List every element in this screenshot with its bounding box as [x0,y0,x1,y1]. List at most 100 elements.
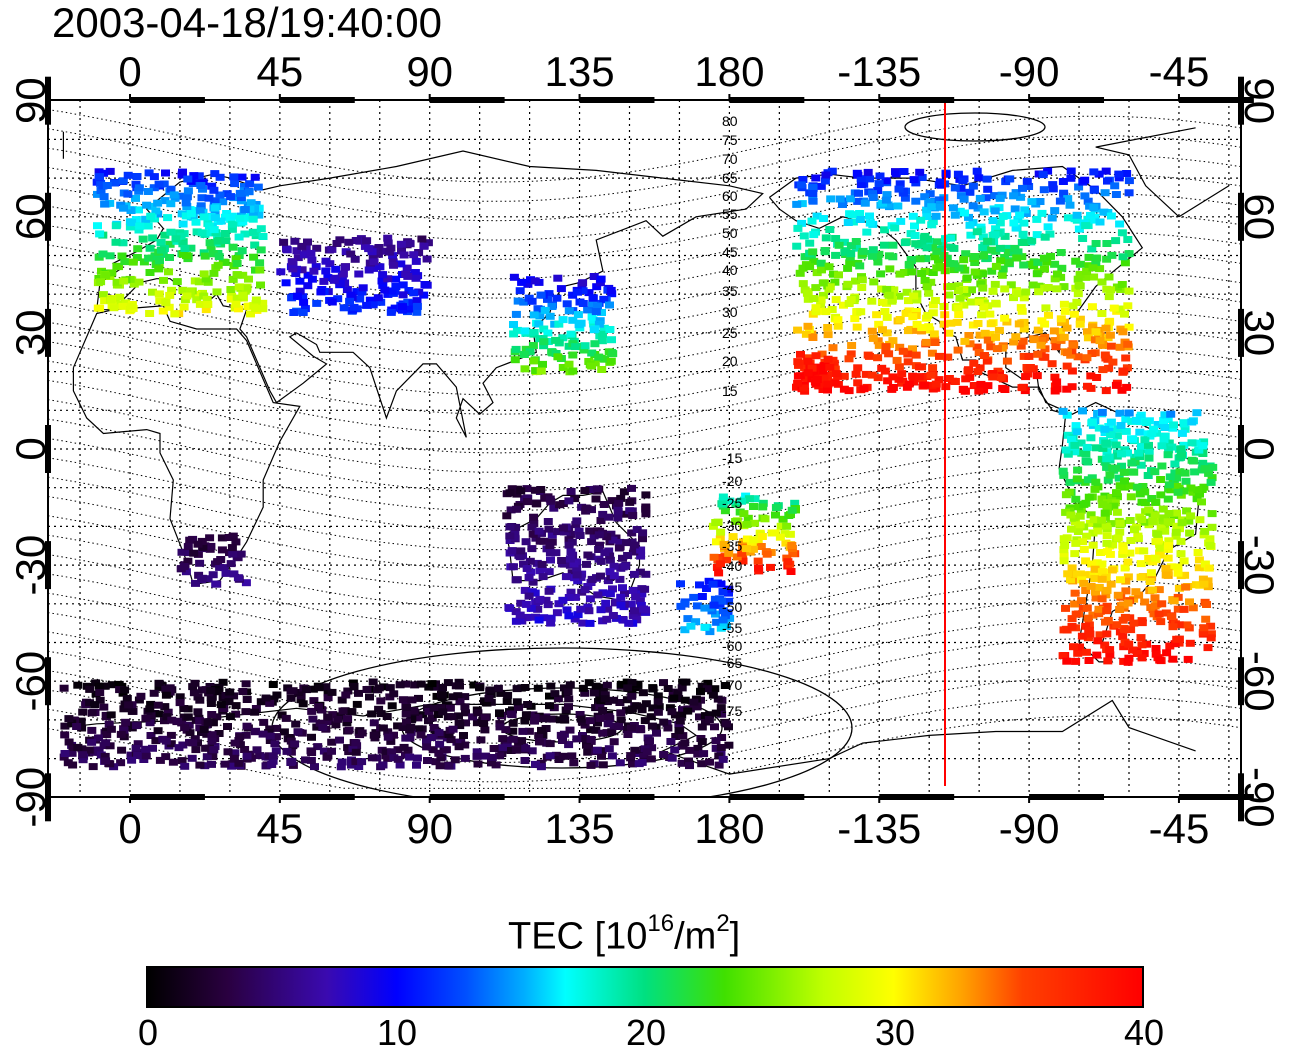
tec-point [798,176,808,183]
tec-point [825,226,835,233]
tec-point [105,199,115,207]
tec-point [593,527,602,535]
tec-point [839,385,849,393]
tec-point [1115,305,1125,313]
tec-point [1083,215,1093,223]
tec-point [549,504,559,512]
tec-point [839,301,848,309]
tec-point [1139,650,1149,657]
tec-point [645,737,654,745]
tec-point [1066,174,1076,182]
tec-point [1040,265,1049,273]
tec-point [185,729,195,737]
tec-point [265,725,275,733]
tec-point [788,550,798,557]
tec-point [571,343,581,351]
tec-point [700,623,710,631]
tec-point [422,255,432,263]
tec-point [382,713,392,720]
tec-point [503,691,513,699]
tec-point [519,298,529,306]
tec-point [556,731,566,739]
tec-point [564,741,574,749]
tec-point [367,754,377,762]
tec-point [634,760,644,768]
tec-point [406,723,416,731]
tec-point [476,736,486,744]
tec-point [667,754,677,762]
tec-point [1199,438,1209,446]
tec-point [906,256,916,263]
contour-label: -35 [722,538,742,554]
tec-point [823,355,833,363]
tec-point [282,747,292,755]
tec-point [102,182,112,189]
tec-point [1081,648,1091,656]
tec-point [1165,642,1175,650]
tec-point [1106,418,1116,426]
tec-point [974,298,984,306]
tec-point [1017,253,1027,261]
tec-point [236,194,246,202]
tec-point [787,542,797,549]
tec-point [627,692,637,700]
tec-point [749,503,758,510]
tec-point [272,691,282,699]
tec-point [105,167,115,175]
tec-point [115,293,125,301]
tec-point [200,252,210,260]
tec-point [1153,530,1163,538]
tec-point [1111,441,1121,449]
axis-bar-segment [130,97,205,103]
tec-point [192,296,202,304]
tec-point [336,763,346,771]
tec-point [534,320,544,328]
tec-point [454,719,464,727]
tec-point [1147,495,1157,502]
tec-point [1041,304,1051,312]
tec-point [265,737,275,744]
tec-point [106,725,116,733]
tec-point [1150,511,1160,519]
tec-point [909,176,919,184]
tec-point [867,327,877,335]
tec-point [414,725,424,733]
tec-point [805,239,815,247]
tec-point [1100,351,1110,359]
tec-point [1002,357,1012,365]
tec-point [519,351,529,358]
tec-point [636,726,646,734]
tec-point [1095,265,1105,273]
tec-point [1095,631,1105,639]
tec-point [851,238,861,245]
tec-point [1125,482,1135,490]
tec-point [298,293,308,301]
tec-point [900,194,910,202]
tec-point [396,240,406,248]
tec-point [242,696,252,703]
tec-point [111,238,121,246]
tec-point [554,320,564,328]
tec-point [411,257,421,265]
x-tick-label-top: -45 [1149,48,1210,95]
tec-point [327,738,337,746]
tec-point [852,169,862,177]
tec-point [1137,619,1147,627]
tec-point [606,286,616,294]
tec-point [678,706,687,714]
tec-point [953,346,963,354]
tec-point [1151,645,1161,652]
tec-point [133,752,143,759]
tec-point [1066,511,1076,519]
tec-point [1114,170,1124,178]
tec-point [609,722,619,730]
tec-point [813,363,823,371]
tec-point [338,707,348,715]
tec-point [997,344,1007,352]
tec-point [846,350,856,358]
tec-point [144,169,154,177]
tec-point [686,622,696,630]
tec-point [1167,613,1177,620]
tec-point [819,362,829,370]
tec-point [583,551,593,559]
